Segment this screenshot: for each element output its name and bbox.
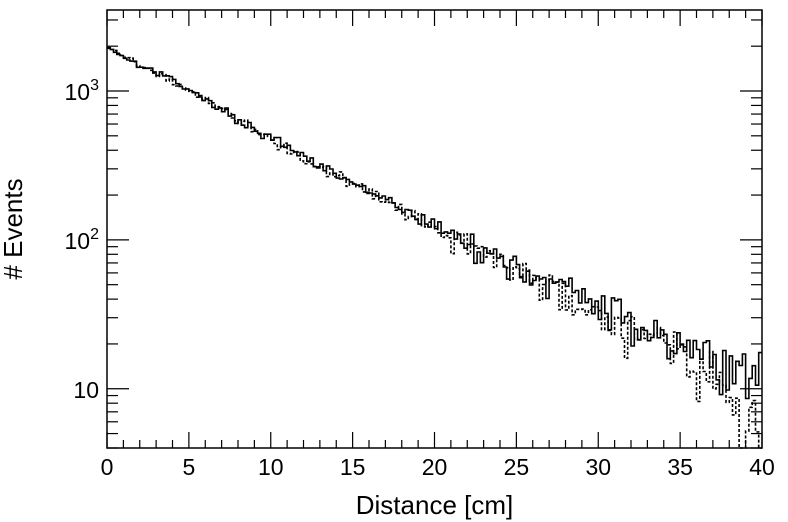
tick-labels: 0 5 10 15 20 25 30 35 40 10 102 103 [65,77,775,480]
series-layer [107,46,762,449]
y-axis-title: # Events [0,178,28,279]
x-tick-label: 25 [504,454,530,480]
x-axis-title: Distance [cm] [356,490,514,520]
y-tick-exponent: 2 [90,226,99,243]
y-tick-exponent: 3 [90,77,99,94]
histogram-series-2-dashed [107,47,762,449]
x-tick-label: 5 [182,454,195,480]
axis-ticks [106,10,763,449]
x-tick-label: 20 [422,454,448,480]
x-tick-label: 15 [340,454,366,480]
x-tick-label: 0 [101,454,114,480]
x-tick-label: 30 [585,454,611,480]
y-tick-label: 102 [65,226,100,254]
x-tick-label: 35 [667,454,693,480]
x-tick-label: 40 [749,454,775,480]
histogram-series-1-solid [107,46,762,400]
y-tick-label: 10 [73,377,99,403]
x-tick-label: 10 [258,454,284,480]
y-tick-label: 103 [65,77,100,105]
